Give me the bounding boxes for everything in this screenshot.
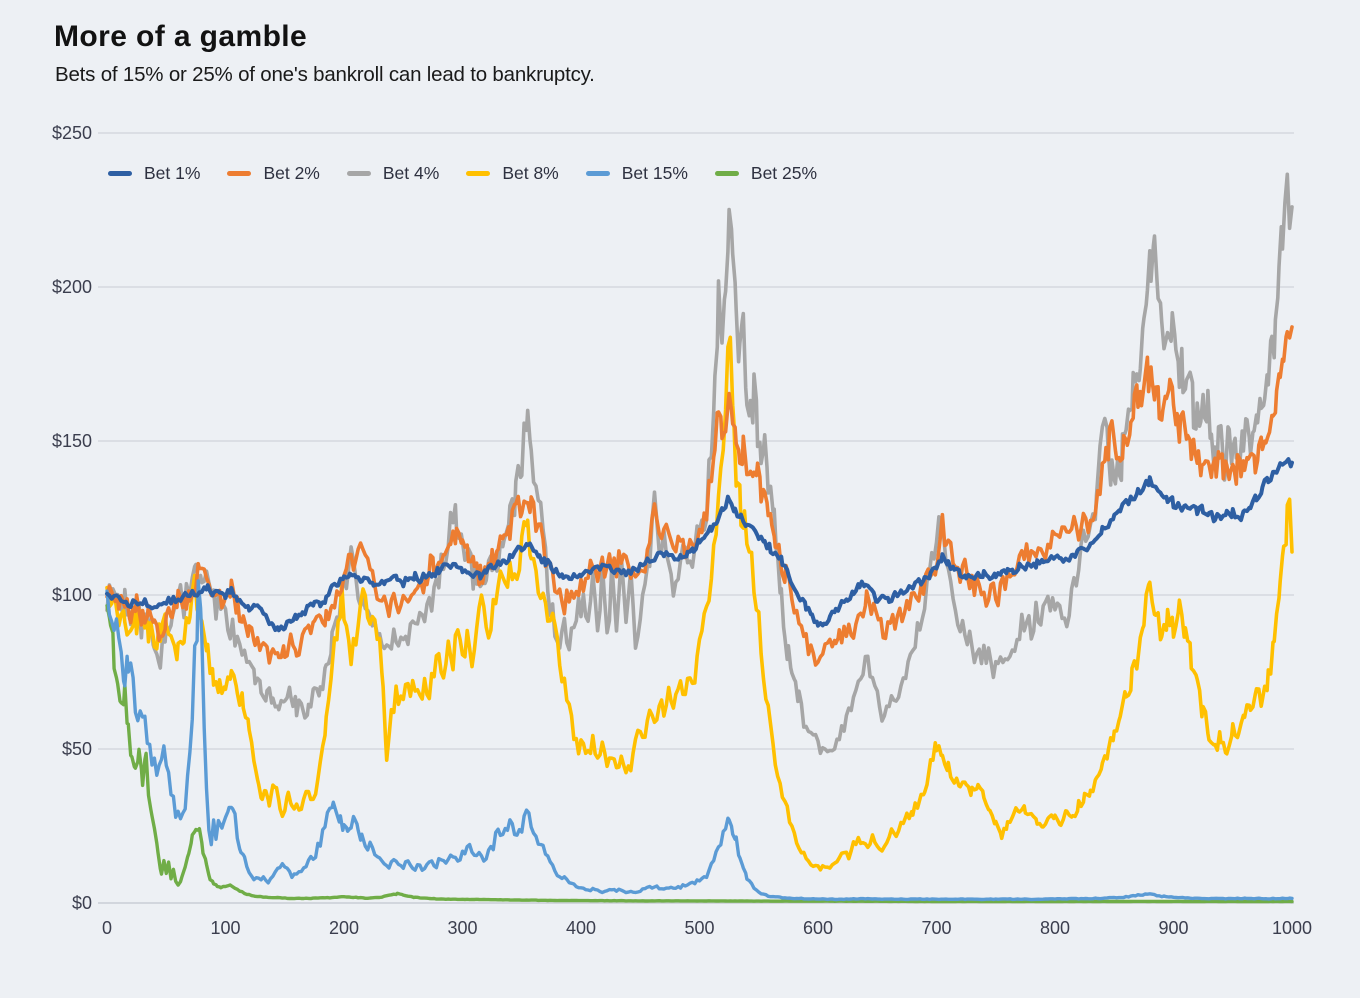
x-tick-label: 600 [803,918,833,938]
x-tick-label: 700 [921,918,951,938]
legend-label: Bet 25% [750,162,818,183]
series-lines [105,172,1294,904]
legend-label: Bet 2% [263,162,320,183]
legend-item-bet-2-: Bet 2% [227,162,320,184]
series-line-bet-25- [105,604,1294,904]
legend-label: Bet 1% [144,162,201,183]
y-tick-label: $100 [52,585,92,605]
y-tick-label: $200 [52,277,92,297]
series-line-bet-2- [105,325,1294,667]
y-tick-label: $0 [72,893,92,913]
y-tick-label: $150 [52,431,92,451]
legend-item-bet-25-: Bet 25% [714,162,818,184]
x-tick-label: 200 [329,918,359,938]
legend-item-bet-15-: Bet 15% [585,162,688,184]
legend-swatch-icon [585,170,610,176]
x-tick-label: 900 [1158,918,1188,938]
series-line-bet-8- [105,335,1294,872]
x-tick-label: 100 [210,918,240,938]
page-subtitle: Bets of 15% or 25% of one's bankroll can… [55,63,595,86]
x-tick-label: 400 [566,918,596,938]
legend-item-bet-8-: Bet 8% [466,162,559,184]
x-tick-label: 0 [102,918,112,938]
legend-label: Bet 8% [502,162,559,183]
y-tick-label: $250 [52,123,92,143]
y-tick-label: $50 [62,739,92,759]
legend-swatch-icon [466,170,491,176]
legend-item-bet-1-: Bet 1% [108,163,200,184]
series-line-bet-4- [105,172,1294,756]
legend-swatch-icon [714,170,739,176]
legend-label: Bet 15% [621,162,688,183]
x-axis-labels: 0 100 200 300 400 500 600 700 800 900 1000 [102,918,1312,938]
legend-item-bet-4-: Bet 4% [346,162,440,184]
x-tick-label: 1000 [1272,918,1312,938]
page-title: More of a gamble [54,20,308,53]
x-tick-label: 500 [684,918,714,938]
legend-swatch-icon [346,170,371,176]
x-tick-label: 300 [447,918,477,938]
legend-swatch-icon [108,170,132,176]
legend-swatch-icon [227,170,252,176]
series-line-bet-15- [105,579,1294,902]
legend-label: Bet 4% [382,162,440,183]
x-tick-label: 800 [1040,918,1070,938]
series-line-bet-1- [105,457,1294,633]
chart-legend: Bet 1% Bet 2% Bet 4% Bet 8% Bet 15% Bet 25% [108,161,817,185]
y-axis-labels: $0 $50 $100 $150 $200 $250 [52,123,92,913]
